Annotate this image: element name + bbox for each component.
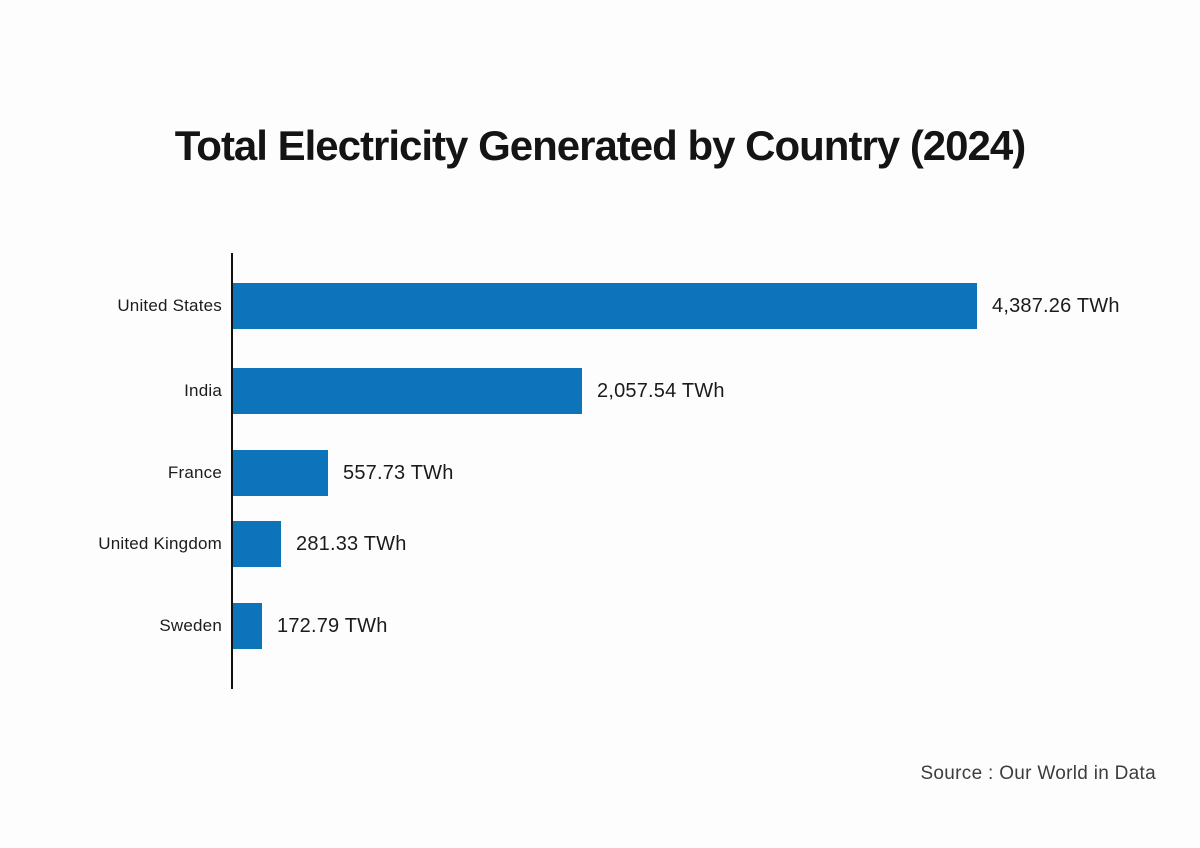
category-label-france: France [167, 463, 222, 482]
value-label-united-states: 4,387.26 TWh [992, 294, 1120, 317]
category-label-united-kingdom: United Kingdom [98, 534, 222, 553]
bar-track: 4,387.26 TWh [233, 283, 1193, 329]
bar-track: 2,057.54 TWh [233, 368, 1193, 414]
bar-row-united-kingdom: United Kingdom 281.33 TWh [0, 521, 1200, 567]
source-attribution: Source : Our World in Data [920, 763, 1156, 784]
value-label-india: 2,057.54 TWh [597, 379, 725, 402]
bar-sweden [233, 603, 262, 649]
category-label-india: India [184, 381, 222, 400]
bar-track: 557.73 TWh [233, 450, 1193, 496]
category-label-sweden: Sweden [159, 616, 222, 635]
category-label-united-states: United States [117, 296, 222, 315]
bar-chart: United States 4,387.26 TWh India 2,057.5… [0, 253, 1200, 690]
value-label-united-kingdom: 281.33 TWh [296, 532, 407, 555]
bar-row-united-states: United States 4,387.26 TWh [0, 283, 1200, 329]
bar-india [233, 368, 582, 414]
bar-united-states [233, 283, 977, 329]
y-axis-line [231, 253, 233, 689]
bar-france [233, 450, 328, 496]
chart-title: Total Electricity Generated by Country (… [174, 122, 1026, 169]
value-label-france: 557.73 TWh [343, 461, 454, 484]
value-label-sweden: 172.79 TWh [277, 614, 388, 637]
bar-track: 172.79 TWh [233, 603, 1193, 649]
bar-row-sweden: Sweden 172.79 TWh [0, 603, 1200, 649]
bar-row-india: India 2,057.54 TWh [0, 368, 1200, 414]
bar-track: 281.33 TWh [233, 521, 1193, 567]
bar-row-france: France 557.73 TWh [0, 450, 1200, 496]
bar-united-kingdom [233, 521, 281, 567]
